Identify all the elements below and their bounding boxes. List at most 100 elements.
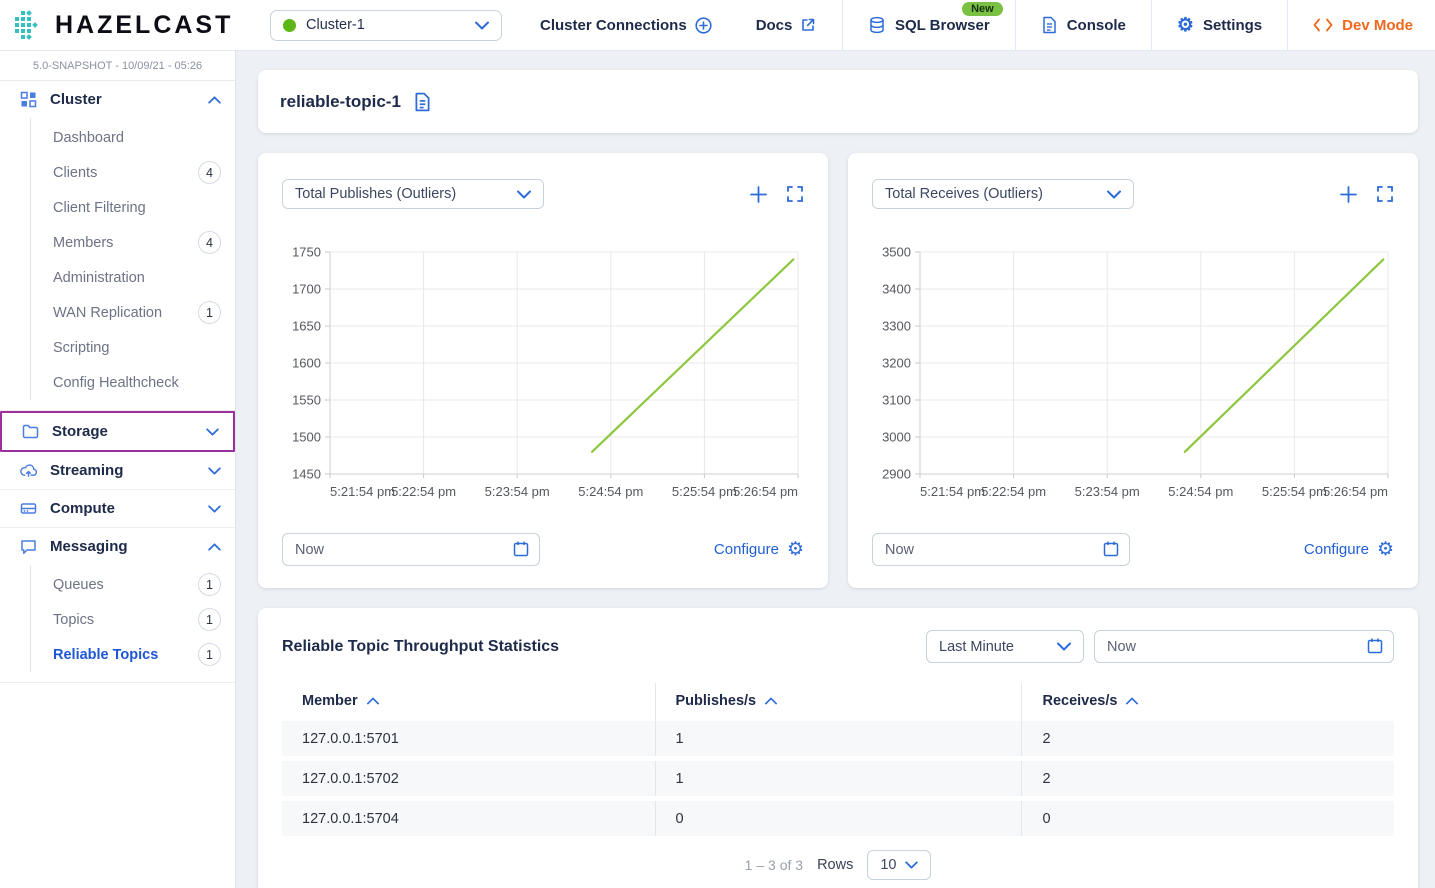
count-badge: 1 xyxy=(198,301,221,324)
table-body: 127.0.0.1:5701 1 2 127.0.0.1:5702 1 2 127.0.0.… xyxy=(282,721,1394,836)
svg-text:5:25:54 pm: 5:25:54 pm xyxy=(672,484,737,499)
sidebar-item-wan-replication[interactable]: WAN Replication 1 xyxy=(0,295,235,330)
sidebar-item-client-filtering[interactable]: Client Filtering xyxy=(0,190,235,225)
calendar-icon[interactable] xyxy=(512,540,530,558)
fullscreen-icon[interactable] xyxy=(786,185,804,203)
sidebar-items: Queues 1 Topics 1 Reliable Topics 1 xyxy=(0,565,235,682)
dev-mode-button[interactable]: Dev Mode xyxy=(1287,0,1435,50)
chevron-down-icon xyxy=(208,466,221,475)
sidebar-section-head-storage[interactable]: Storage xyxy=(2,413,233,450)
cloud-icon xyxy=(20,463,37,478)
time-range-select[interactable]: Last Minute xyxy=(926,630,1084,663)
stats-time-input[interactable] xyxy=(1094,630,1394,663)
svg-text:5:25:54 pm: 5:25:54 pm xyxy=(1262,484,1327,499)
page-title-card: reliable-topic-1 xyxy=(258,70,1418,133)
sidebar-section-head-streaming[interactable]: Streaming xyxy=(0,452,235,489)
sidebar-item-scripting[interactable]: Scripting xyxy=(0,330,235,365)
count-badge: 1 xyxy=(198,608,221,631)
chart-head: Total Receives (Outliers) xyxy=(872,179,1394,209)
sidebar-section-label: Storage xyxy=(52,423,108,440)
main-content: reliable-topic-1 Total Publishes (Outlie… xyxy=(236,51,1435,888)
cluster-selector[interactable]: Cluster-1 xyxy=(270,9,502,41)
svg-text:1550: 1550 xyxy=(292,393,321,408)
cluster-selector-value: Cluster-1 xyxy=(306,17,365,33)
table-cell: 0 xyxy=(654,801,1022,836)
charts-row: Total Publishes (Outliers) xyxy=(258,153,1418,588)
topic-config-doc-icon[interactable] xyxy=(413,92,432,112)
metric-select-publishes[interactable]: Total Publishes (Outliers) xyxy=(282,179,544,209)
table-row: 127.0.0.1:5701 1 2 xyxy=(282,721,1394,756)
table-row: 127.0.0.1:5702 1 2 xyxy=(282,761,1394,796)
add-chart-icon[interactable] xyxy=(749,185,768,204)
chevron-down-icon xyxy=(208,504,221,513)
count-badge: 1 xyxy=(198,643,221,666)
svg-text:2900: 2900 xyxy=(882,467,911,482)
sidebar-section-messaging: Messaging Queues 1 Topics 1 Reliable Topics 1 xyxy=(0,528,235,683)
svg-text:3400: 3400 xyxy=(882,282,911,297)
table-cell: 2 xyxy=(1021,721,1394,756)
nav-cluster-connections[interactable]: Cluster Connections xyxy=(540,17,712,34)
rows-per-page-select[interactable]: 10 xyxy=(867,850,932,880)
grid-icon xyxy=(20,91,37,108)
rows-per-page-value: 10 xyxy=(880,857,897,873)
sidebar-section-label: Cluster xyxy=(50,91,102,108)
code-icon xyxy=(1313,18,1333,32)
fullscreen-icon[interactable] xyxy=(1376,185,1394,203)
brand: HAZELCAST xyxy=(0,0,252,50)
nav-docs-label: Docs xyxy=(755,16,793,34)
settings-button[interactable]: ⚙ Settings xyxy=(1150,0,1287,50)
add-chart-icon[interactable] xyxy=(1339,185,1358,204)
document-icon xyxy=(1041,16,1058,34)
column-header-member[interactable]: Member xyxy=(282,683,655,721)
chart-time-input[interactable] xyxy=(872,533,1130,566)
chart-foot: Configure ⚙ xyxy=(282,533,804,566)
metric-select-value: Total Receives (Outliers) xyxy=(885,186,1043,202)
stats-head: Reliable Topic Throughput Statistics Las… xyxy=(282,630,1394,663)
svg-text:3200: 3200 xyxy=(882,356,911,371)
configure-label: Configure xyxy=(713,541,779,558)
svg-text:5:23:54 pm: 5:23:54 pm xyxy=(485,484,550,499)
time-input-wrap xyxy=(872,533,1130,566)
column-header-publishes-s[interactable]: Publishes/s xyxy=(654,683,1022,721)
stats-controls: Last Minute xyxy=(926,630,1394,663)
sidebar-section-head-compute[interactable]: Compute xyxy=(0,490,235,527)
version-label: 5.0-SNAPSHOT - 10/09/21 - 05:26 xyxy=(0,51,235,81)
table-cell: 2 xyxy=(1021,761,1394,796)
sidebar-item-topics[interactable]: Topics 1 xyxy=(0,602,235,637)
sidebar-item-queues[interactable]: Queues 1 xyxy=(0,567,235,602)
sidebar-item-members[interactable]: Members 4 xyxy=(0,225,235,260)
chevron-up-icon xyxy=(208,542,221,551)
sidebar-section-head-cluster[interactable]: Cluster xyxy=(0,81,235,118)
sidebar-item-config-healthcheck[interactable]: Config Healthcheck xyxy=(0,365,235,400)
svg-text:1600: 1600 xyxy=(292,356,321,371)
sidebar-item-label: Reliable Topics xyxy=(53,646,159,663)
sidebar-item-label: Scripting xyxy=(53,339,110,356)
chat-icon xyxy=(20,539,37,555)
chart-time-input[interactable] xyxy=(282,533,540,566)
sidebar-item-label: WAN Replication xyxy=(53,304,163,321)
pagination: 1 – 3 of 3 Rows 10 xyxy=(282,850,1394,884)
sidebar-item-dashboard[interactable]: Dashboard xyxy=(0,120,235,155)
calendar-icon[interactable] xyxy=(1366,637,1384,655)
chart-tools xyxy=(1339,185,1394,204)
chevron-down-icon xyxy=(1107,190,1121,199)
console-button[interactable]: Console xyxy=(1014,0,1151,50)
svg-text:5:26:54 pm: 5:26:54 pm xyxy=(1323,484,1388,499)
svg-text:1750: 1750 xyxy=(292,245,321,260)
svg-text:5:26:54 pm: 5:26:54 pm xyxy=(733,484,798,499)
configure-link[interactable]: Configure ⚙ xyxy=(1304,540,1394,559)
sql-browser-button[interactable]: New SQL Browser xyxy=(841,0,1015,50)
calendar-icon[interactable] xyxy=(1102,540,1120,558)
sidebar-item-reliable-topics[interactable]: Reliable Topics 1 xyxy=(0,637,235,672)
metric-select-receives[interactable]: Total Receives (Outliers) xyxy=(872,179,1134,209)
column-header-receives-s[interactable]: Receives/s xyxy=(1021,683,1394,721)
svg-text:5:21:54 pm: 5:21:54 pm xyxy=(330,484,395,499)
nav-docs[interactable]: Docs xyxy=(756,17,817,34)
chevron-up-icon xyxy=(208,95,221,104)
configure-link[interactable]: Configure ⚙ xyxy=(714,540,804,559)
sidebar-section-head-messaging[interactable]: Messaging xyxy=(0,528,235,565)
sidebar-item-clients[interactable]: Clients 4 xyxy=(0,155,235,190)
sidebar-item-administration[interactable]: Administration xyxy=(0,260,235,295)
chart-foot: Configure ⚙ xyxy=(872,533,1394,566)
